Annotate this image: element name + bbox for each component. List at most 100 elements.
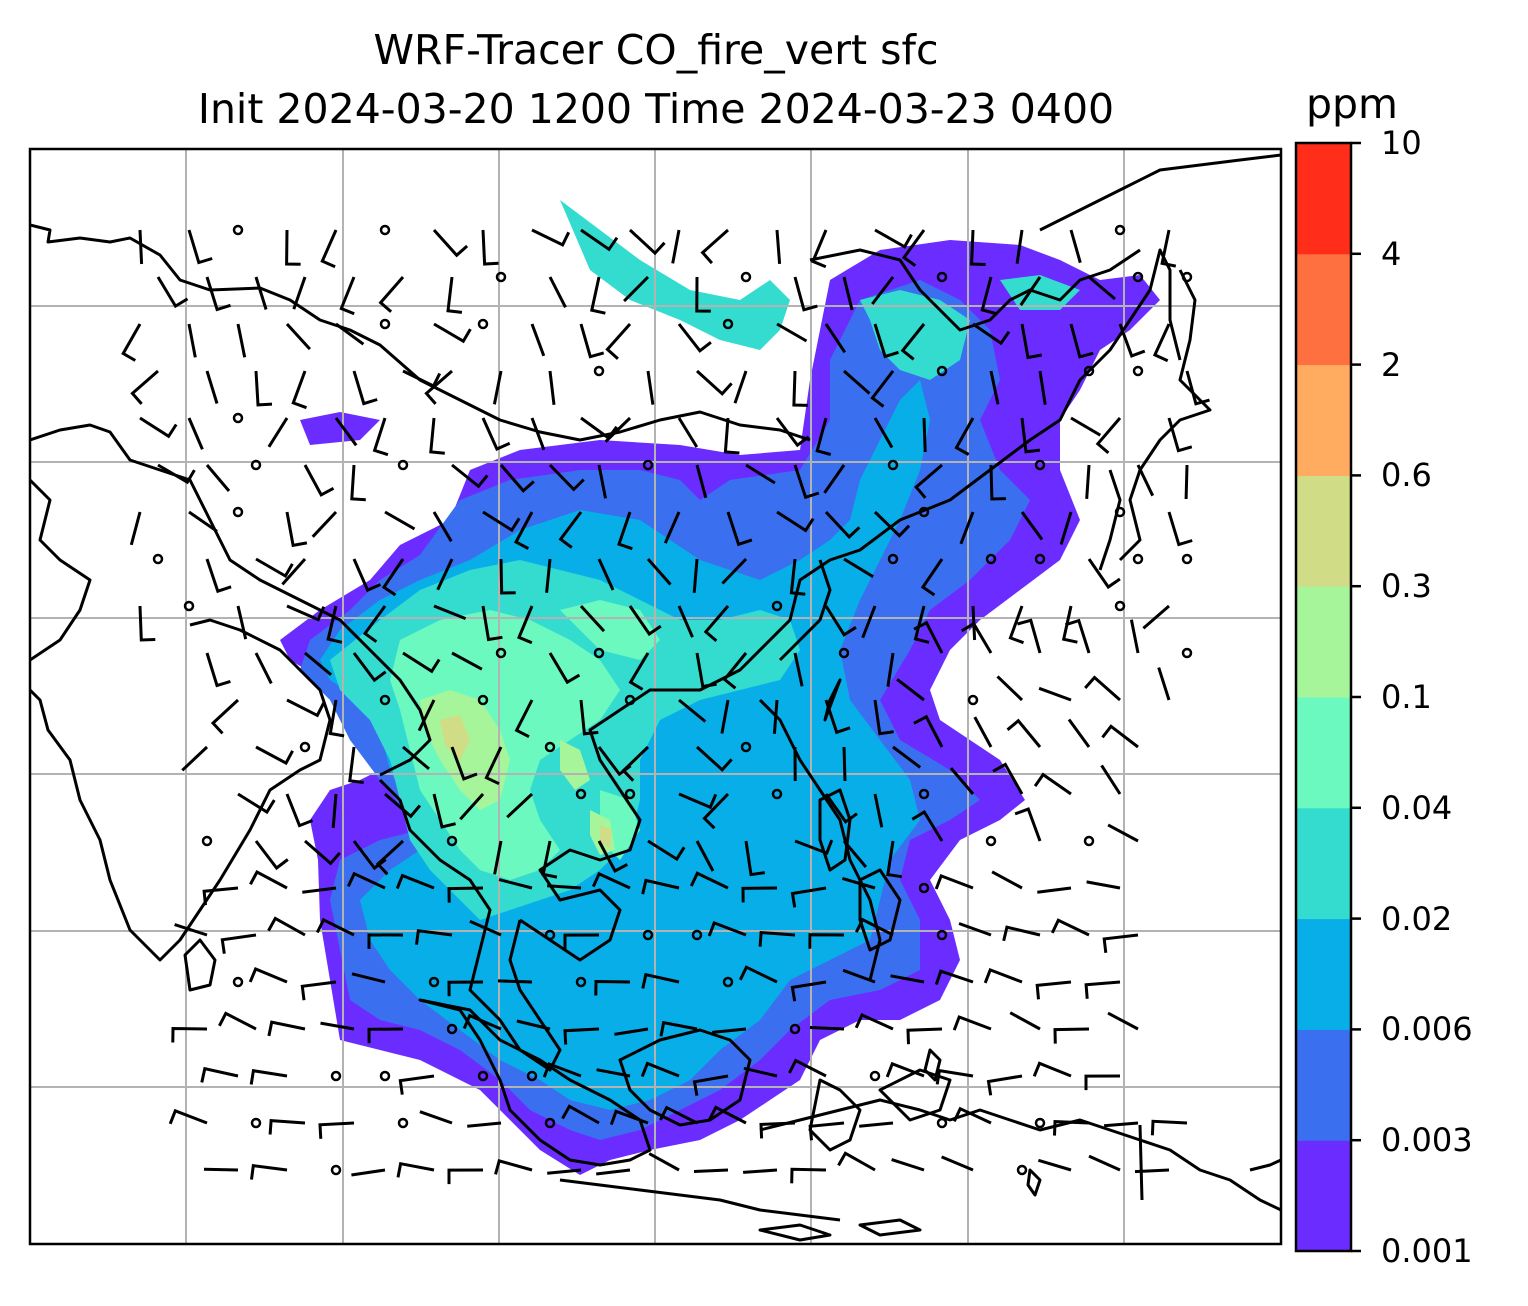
wind-barb [378,276,405,313]
calm-wind-marker [1181,553,1193,565]
wind-barb [220,933,257,954]
wind-barb [351,972,386,984]
wind-barb [482,510,521,533]
wind-barb [415,929,453,945]
wind-barb [494,1159,533,1175]
calm-wind-marker [593,647,605,659]
wind-barb [579,699,599,736]
wind-barb [205,558,232,594]
wind-barb [842,968,876,984]
calm-wind-marker [918,788,930,800]
wind-barb [311,510,338,538]
wind-barb [790,1167,827,1184]
wind-barb [742,1168,778,1174]
wind-barb [721,557,748,585]
wind-barb [320,1021,355,1031]
wind-barb [547,1168,582,1175]
calm-wind-marker [299,741,311,753]
wind-barb [871,276,895,305]
calm-wind-marker [1132,271,1144,283]
wind-barb [959,511,975,545]
calm-wind-marker [722,318,734,330]
wind-barb [854,1013,894,1031]
calm-wind-marker [330,1164,342,1176]
wind-barb [702,792,730,830]
colorbar-tick-label: 0.1 [1381,678,1432,716]
calm-wind-marker [232,224,244,236]
wind-barb [776,510,815,533]
wind-barb [692,558,699,594]
wind-barb [531,228,571,247]
wind-barb [843,557,874,578]
wind-barb [597,558,615,591]
wind-barb [348,746,364,784]
wind-barb [970,229,986,266]
wind-barb [558,511,583,549]
wind-barb [285,322,312,351]
wind-barb [646,558,672,586]
wind-barb [1087,558,1121,590]
wind-barb [1157,667,1171,701]
wind-barb [614,1027,649,1036]
wind-barb [548,463,585,492]
colorbar-bin [1296,918,1351,1030]
wind-barb [248,967,288,984]
wind-barb [530,417,546,451]
wind-barb [181,745,209,772]
wind-barb [255,745,294,766]
calm-wind-marker [477,1070,489,1082]
calm-wind-marker [1114,224,1126,236]
wind-barb [286,604,326,622]
wind-barb [352,652,387,683]
wind-barb [647,839,686,862]
wind-barb [941,1155,974,1172]
wind-barb [623,275,650,303]
wind-barb [447,980,484,997]
calm-wind-marker [936,1117,948,1129]
wind-barb [249,869,288,890]
wind-barb [1185,370,1210,406]
calm-wind-marker [771,788,783,800]
wind-barb [320,229,338,269]
wind-barb [790,980,827,1002]
wind-barb [922,417,927,453]
wind-barb [481,417,511,451]
wind-barb [1150,1119,1188,1136]
wind-barb [824,510,861,540]
calm-wind-marker [1181,271,1193,283]
wind-barb [451,651,483,671]
wind-barb [1152,323,1171,363]
wind-barb [205,464,231,492]
wind-barb [205,276,231,312]
wind-barb [892,745,922,769]
wind-barb [712,1027,747,1034]
calm-wind-marker [789,1023,801,1035]
wind-barb [203,1167,239,1172]
wind-barb [450,746,478,781]
calm-wind-marker [936,365,948,377]
wind-barb [328,699,345,738]
wind-barb [1006,718,1042,748]
wind-barb [1020,417,1041,454]
wind-barb [954,417,975,456]
wind-barb [129,511,142,546]
wind-barb [900,323,926,361]
wind-barb [168,1108,208,1125]
wind-barb [291,370,308,410]
wind-barb [187,229,213,265]
wind-barb [1086,880,1121,890]
wind-barb [677,323,712,353]
wind-barb [1084,980,1121,999]
wind-barb [1167,417,1193,453]
calm-wind-marker [771,600,783,612]
wind-barb [346,871,386,890]
wind-barb [920,558,944,597]
wind-barb [1084,675,1121,702]
wind-barb [138,229,144,265]
wind-barb [1142,604,1170,630]
wind-barb [1035,980,1072,1000]
wind-barb [210,698,240,735]
wind-barb [744,840,766,877]
wind-barb [1067,718,1091,748]
wind-barb [911,809,944,842]
